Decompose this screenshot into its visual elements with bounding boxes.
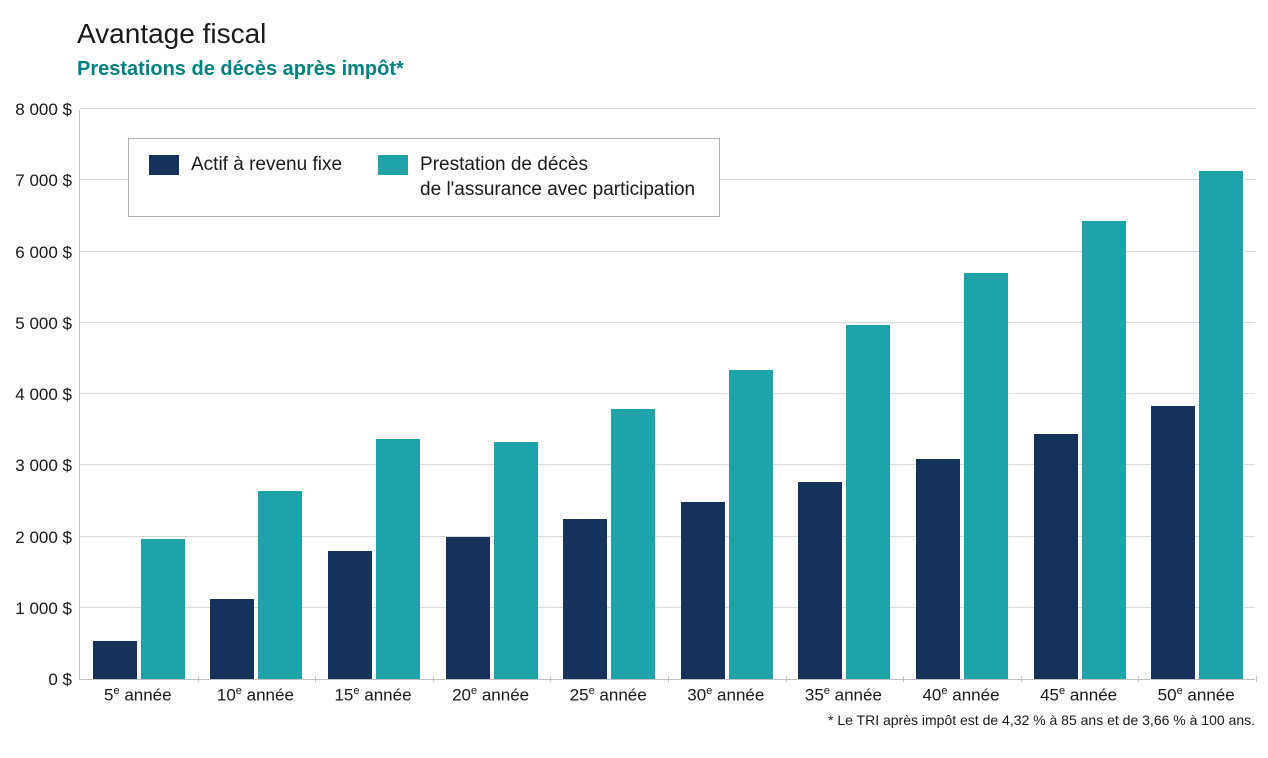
x-axis-label: 40e année [922, 685, 999, 706]
x-tick [903, 676, 904, 682]
bar-series1 [210, 599, 254, 680]
bar-series1 [93, 641, 137, 679]
y-axis-label: 4 000 $ [12, 385, 72, 405]
bar-series2 [141, 539, 185, 679]
x-axis-label: 15e année [334, 685, 411, 706]
bar-series2 [494, 442, 538, 679]
legend-item-series1: Actif à revenu fixe [149, 153, 342, 178]
bar-series2 [1082, 221, 1126, 679]
x-axis-label: 35e année [805, 685, 882, 706]
x-tick [1021, 676, 1022, 682]
bar-series1 [328, 551, 372, 679]
legend-swatch-series1 [149, 155, 179, 175]
legend-label-series1: Actif à revenu fixe [191, 153, 342, 178]
y-axis-label: 2 000 $ [12, 528, 72, 548]
y-axis-label: 6 000 $ [12, 243, 72, 263]
gridline [80, 108, 1255, 109]
bar-series1 [798, 482, 842, 679]
legend-swatch-series2 [378, 155, 408, 175]
x-tick [198, 676, 199, 682]
x-axis-label: 25e année [570, 685, 647, 706]
x-tick [550, 676, 551, 682]
x-tick [668, 676, 669, 682]
x-tick [786, 676, 787, 682]
y-axis-label: 1 000 $ [12, 599, 72, 619]
bar-series2 [611, 409, 655, 679]
x-tick [315, 676, 316, 682]
y-axis-label: 0 $ [12, 670, 72, 690]
x-axis-label: 30e année [687, 685, 764, 706]
legend-label-series2: Prestation de décès de l'assurance avec … [420, 153, 695, 202]
bar-series2 [376, 439, 420, 679]
x-axis-label: 20e année [452, 685, 529, 706]
legend: Actif à revenu fixe Prestation de décès … [128, 138, 720, 217]
footnote: * Le TRI après impôt est de 4,32 % à 85 … [828, 712, 1255, 728]
bar-series1 [1034, 434, 1078, 679]
bar-series2 [964, 273, 1008, 679]
chart-container: Avantage fiscal Prestations de décès apr… [0, 0, 1268, 758]
gridline [80, 607, 1255, 608]
bar-series1 [1151, 406, 1195, 679]
gridline [80, 393, 1255, 394]
bar-series1 [916, 459, 960, 679]
gridline [80, 536, 1255, 537]
bar-series1 [563, 519, 607, 679]
y-axis-label: 7 000 $ [12, 171, 72, 191]
gridline [80, 322, 1255, 323]
gridline [80, 464, 1255, 465]
x-tick [433, 676, 434, 682]
bar-series2 [846, 325, 890, 679]
bar-series1 [681, 502, 725, 679]
y-axis-label: 3 000 $ [12, 456, 72, 476]
bar-series2 [729, 370, 773, 679]
x-axis-label: 45e année [1040, 685, 1117, 706]
chart-subtitle: Prestations de décès après impôt* [77, 58, 404, 81]
bar-series2 [1199, 171, 1243, 679]
bar-series1 [446, 537, 490, 680]
x-tick [1138, 676, 1139, 682]
gridline [80, 251, 1255, 252]
legend-item-series2: Prestation de décès de l'assurance avec … [378, 153, 695, 202]
bar-series2 [258, 491, 302, 679]
x-axis-label: 50e année [1158, 685, 1235, 706]
x-axis-label: 5e année [104, 685, 172, 706]
y-axis-label: 5 000 $ [12, 314, 72, 334]
x-tick [1256, 676, 1257, 682]
y-axis-label: 8 000 $ [12, 100, 72, 120]
chart-title: Avantage fiscal [77, 18, 266, 50]
x-axis-label: 10e année [217, 685, 294, 706]
